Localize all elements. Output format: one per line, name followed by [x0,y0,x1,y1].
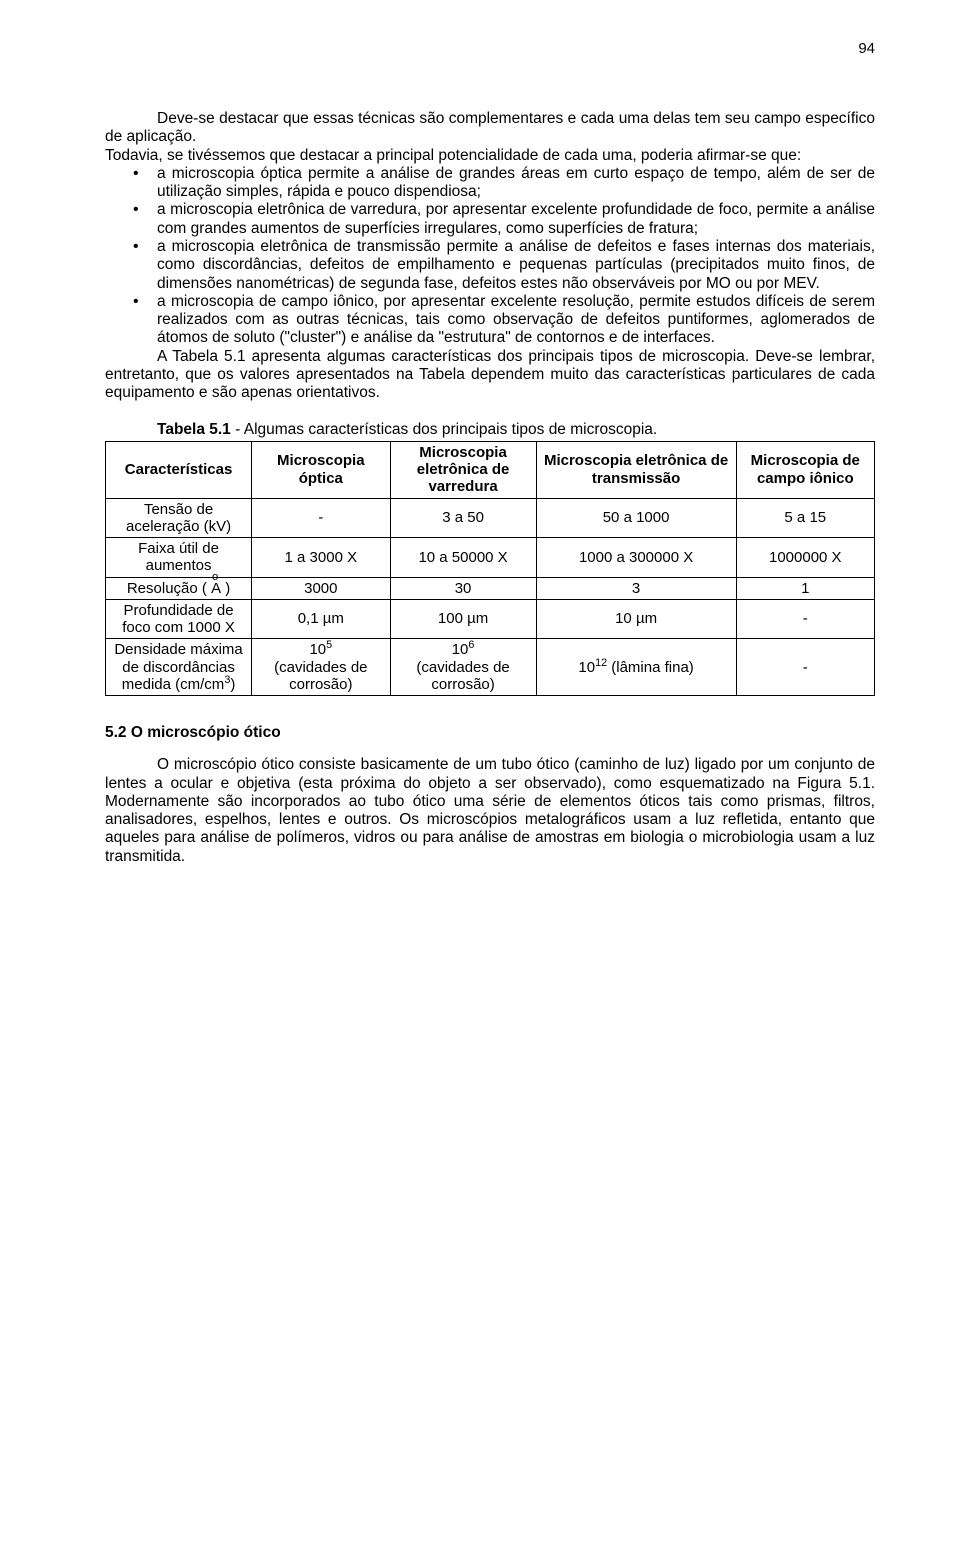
bullet-item: a microscopia eletrônica de varredura, p… [105,201,875,238]
page-number: 94 [858,40,875,57]
table-body: Tensão de aceleração (kV)-3 a 5050 a 100… [106,498,875,696]
table-cell: 3000 [252,577,390,599]
bullet-item: a microscopia óptica permite a análise d… [105,165,875,202]
table-header-cell: Microscopia óptica [252,441,390,498]
table-header-cell: Microscopia eletrônica de varredura [390,441,536,498]
table-cell: 106(cavidades de corrosão) [390,639,536,696]
paragraph-tabela-ref: A Tabela 5.1 apresenta algumas caracterí… [105,348,875,403]
bullet-list: a microscopia óptica permite a análise d… [105,165,875,348]
table-cell: - [736,639,874,696]
bullet-item: a microscopia de campo iônico, por apres… [105,293,875,348]
table-cell: 3 [536,577,736,599]
table-row-label: Densidade máxima de discordâncias medida… [106,639,252,696]
table-row: Tensão de aceleração (kV)-3 a 5050 a 100… [106,498,875,538]
table-cell: 5 a 15 [736,498,874,538]
table-caption: Tabela 5.1 - Algumas características dos… [105,421,875,439]
table-row-label: Profundidade de foco com 1000 X [106,599,252,639]
table-header-cell: Microscopia eletrônica de transmissão [536,441,736,498]
section-heading: 5.2 O microscópio ótico [105,724,875,742]
table-cell: 1012 (lâmina fina) [536,639,736,696]
table-cell: 30 [390,577,536,599]
paragraph-intro-1: Deve-se destacar que essas técnicas são … [105,110,875,147]
table-caption-bold: Tabela 5.1 [157,421,231,438]
table-row-label: Faixa útil de aumentos [106,538,252,578]
table-header-cell: Características [106,441,252,498]
table-header-cell: Microscopia de campo iônico [736,441,874,498]
table-header-row: CaracterísticasMicroscopia ópticaMicrosc… [106,441,875,498]
table-row: Faixa útil de aumentos1 a 3000 X10 a 500… [106,538,875,578]
table-cell: 105(cavidades de corrosão) [252,639,390,696]
table-cell: 0,1 µm [252,599,390,639]
table-cell: - [252,498,390,538]
table-row-label: Resolução ( Ao ) [106,577,252,599]
bullet-item: a microscopia eletrônica de transmissão … [105,238,875,293]
table-cell: 50 a 1000 [536,498,736,538]
table-cell: 1000 a 300000 X [536,538,736,578]
table-cell: 3 a 50 [390,498,536,538]
table-cell: 100 µm [390,599,536,639]
content-body: Deve-se destacar que essas técnicas são … [105,110,875,866]
table-cell: - [736,599,874,639]
table-cell: 10 a 50000 X [390,538,536,578]
table-cell: 10 µm [536,599,736,639]
paragraph-section: O microscópio ótico consiste basicamente… [105,756,875,866]
table-row: Profundidade de foco com 1000 X0,1 µm100… [106,599,875,639]
table-caption-rest: - Algumas características dos principais… [231,421,657,438]
page: 94 Deve-se destacar que essas técnicas s… [0,0,960,1546]
paragraph-intro-2: Todavia, se tivéssemos que destacar a pr… [105,147,875,165]
table-cell: 1 [736,577,874,599]
microscopy-table: CaracterísticasMicroscopia ópticaMicrosc… [105,441,875,696]
table-head: CaracterísticasMicroscopia ópticaMicrosc… [106,441,875,498]
table-row-label: Tensão de aceleração (kV) [106,498,252,538]
table-row: Resolução ( Ao )30003031 [106,577,875,599]
table-row: Densidade máxima de discordâncias medida… [106,639,875,696]
table-cell: 1000000 X [736,538,874,578]
table-cell: 1 a 3000 X [252,538,390,578]
